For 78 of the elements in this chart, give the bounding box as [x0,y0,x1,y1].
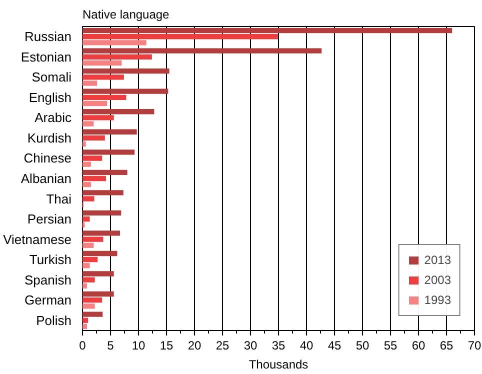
bar [82,150,135,155]
bar [82,312,103,317]
bar [82,298,102,303]
bar [82,28,452,34]
bar [82,250,118,256]
bar [82,135,105,141]
x-tick-label: 20 [188,338,202,352]
y-tick-label: Estonian [20,49,72,64]
y-tick-label: Arabic [34,110,72,126]
bar [82,88,168,94]
y-tick-label: Kurdish [27,130,72,146]
y-tick-label: Thai [46,191,72,206]
bar [82,115,114,120]
x-tick-label: 55 [384,338,398,352]
bar [82,109,154,114]
bar [82,210,122,216]
bar [82,324,87,330]
chart-title: Native language [82,8,170,22]
x-tick-label: 15 [160,338,174,352]
bar [82,68,170,74]
x-tick-label: 0 [79,338,86,352]
bar [82,176,106,182]
y-tick-label: Somali [32,70,72,85]
bar [82,94,126,100]
y-tick-label: Polish [36,312,72,328]
bar [82,283,87,288]
bar [82,196,94,202]
y-tick-label: Russian [24,29,72,44]
bar [82,271,114,276]
y-tick-label: Persian [27,212,72,227]
x-tick-label: 35 [272,338,286,352]
bar [82,230,120,236]
x-tick-label: 5 [107,338,114,352]
bar [82,242,94,248]
bar [82,74,124,80]
bar [82,263,90,268]
x-tick-label: 65 [440,338,454,352]
bar [82,40,146,46]
x-tick-label: 45 [328,338,342,352]
bar [82,170,128,176]
bar [82,129,137,134]
y-tick-label: Spanish [24,272,72,288]
legend-label: 2013 [424,253,451,267]
bar [82,80,98,86]
bar [82,156,102,161]
bar [82,121,94,126]
x-tick-label: 40 [300,338,314,352]
bar [82,236,104,242]
x-tick-label: 70 [468,338,482,352]
bar [82,256,98,262]
bar [82,60,122,66]
y-tick-label: Albanian [20,171,72,186]
bar [82,291,114,297]
bar [82,318,88,323]
y-tick-label: Turkish [29,252,72,268]
x-tick-label: 50 [356,338,370,352]
bar [82,48,322,54]
y-tick-label: Chinese [24,150,72,166]
legend-label: 2003 [424,273,451,287]
legend-label: 1993 [424,293,451,307]
bar [82,34,278,40]
bar [82,277,95,282]
x-tick-label: 30 [244,338,258,352]
bar [82,162,91,167]
x-tick-label: 10 [132,338,146,352]
x-tick-label: 25 [216,338,230,352]
y-tick-label: English [28,90,72,105]
y-tick-label: German [24,292,72,308]
bar [82,190,124,196]
bar [82,141,86,147]
y-tick-label: Vietnamese [3,232,72,247]
x-tick-label: 60 [412,338,426,352]
bar [82,100,108,106]
bar [82,216,90,222]
bar [82,304,95,309]
bar [82,182,91,188]
x-axis-title: Thousands [248,358,308,372]
bar [82,54,152,60]
